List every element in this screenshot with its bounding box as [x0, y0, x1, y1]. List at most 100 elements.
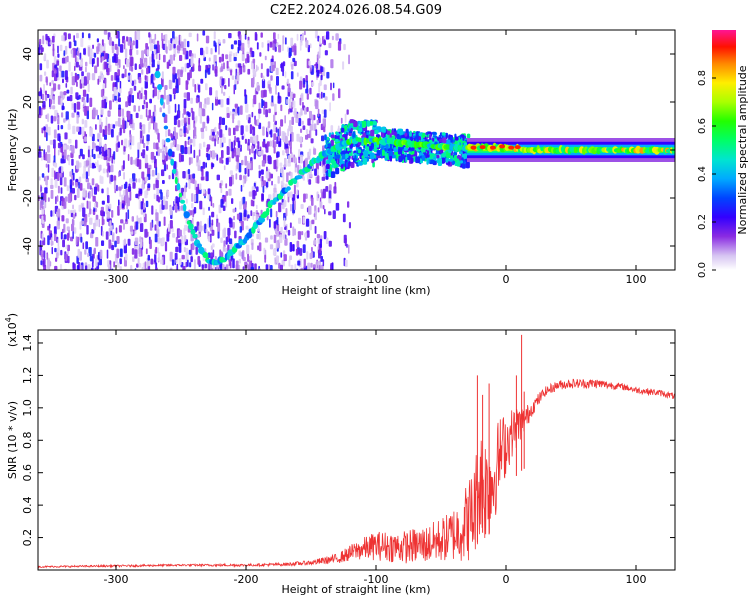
heatmap-cell: [347, 201, 350, 208]
heatmap-cell: [263, 180, 266, 187]
heatmap-cell: [65, 111, 69, 120]
heatmap-cell: [203, 103, 207, 109]
heatmap-cell: [331, 262, 334, 270]
heatmap-cell: [341, 127, 345, 133]
heatmap-cell: [139, 122, 142, 130]
heatmap-cell: [71, 212, 74, 218]
heatmap-cell: [426, 158, 429, 165]
heatmap-cell: [297, 260, 301, 266]
heatmap-cell: [211, 243, 215, 248]
spectrogram-y-axis-label: Frequency (Hz): [6, 109, 19, 192]
heatmap-cell: [250, 51, 252, 58]
heatmap-cell: [163, 163, 167, 172]
heatmap-cell: [264, 237, 269, 243]
heatmap-cell: [264, 101, 268, 109]
heatmap-cell: [121, 139, 124, 146]
heatmap-cell: [122, 222, 125, 230]
heatmap-cell: [388, 150, 393, 156]
heatmap-cell: [158, 221, 161, 227]
heatmap-cell: [391, 154, 396, 159]
heatmap-cell: [108, 58, 111, 67]
heatmap-cell: [39, 63, 43, 71]
heatmap-cell: [314, 168, 317, 176]
heatmap-cell: [76, 255, 79, 264]
frequency-track-point: [159, 97, 164, 106]
heatmap-cell: [290, 37, 294, 47]
heatmap-cell: [301, 120, 304, 125]
heatmap-cell: [290, 172, 293, 178]
heatmap-cell: [320, 255, 323, 262]
heatmap-cell: [86, 93, 89, 103]
frequency-track-point: [174, 176, 178, 185]
heatmap-cell: [130, 265, 133, 270]
snr-series-line: [38, 378, 675, 569]
heatmap-cell: [70, 152, 74, 158]
heatmap-cell: [71, 49, 74, 58]
heatmap-cell: [318, 82, 321, 93]
heatmap-cell: [198, 159, 201, 166]
heatmap-cell: [306, 230, 310, 238]
heatmap-cell: [191, 111, 195, 121]
heatmap-cell: [256, 233, 260, 240]
heatmap-cell: [108, 227, 111, 237]
y-tick-label: 1.2: [21, 367, 34, 385]
heatmap-cell: [268, 194, 272, 201]
heatmap-cell: [211, 219, 214, 226]
heatmap-cell: [155, 166, 158, 176]
heatmap-cell: [237, 63, 242, 68]
heatmap-cell: [328, 132, 332, 137]
heatmap-cell: [184, 234, 187, 242]
heatmap-cell: [282, 231, 286, 240]
heatmap-cell: [309, 87, 312, 95]
heatmap-cell: [307, 118, 311, 126]
heatmap-cell: [144, 190, 148, 199]
heatmap-cell: [67, 250, 70, 255]
heatmap-cell: [61, 70, 65, 78]
heatmap-cell: [252, 135, 257, 145]
heatmap-cell: [237, 46, 240, 54]
heatmap-cell: [208, 206, 210, 211]
heatmap-cell: [223, 165, 226, 171]
heatmap-cell: [311, 114, 314, 124]
heatmap-cell: [421, 155, 426, 161]
heatmap-cell: [68, 61, 71, 72]
heatmap-cell: [100, 106, 104, 115]
heatmap-cell: [330, 158, 335, 164]
heatmap-cell: [192, 178, 196, 184]
heatmap-cell: [133, 105, 136, 112]
heatmap-cell: [113, 180, 117, 190]
heatmap-cell: [282, 70, 284, 77]
heatmap-cell: [345, 153, 349, 158]
heatmap-cell: [275, 127, 278, 133]
heatmap-cell: [58, 167, 62, 174]
heatmap-cell: [135, 269, 139, 270]
heatmap-cell: [362, 158, 368, 165]
heatmap-cell: [348, 54, 350, 65]
heatmap-cell: [275, 210, 278, 218]
heatmap-cell: [119, 258, 122, 265]
heatmap-cell: [256, 42, 259, 50]
heatmap-cell: [328, 190, 332, 200]
heatmap-cell: [212, 264, 216, 270]
heatmap-cell: [285, 143, 289, 149]
heatmap-cell: [236, 147, 241, 158]
heatmap-cell: [148, 123, 150, 133]
heatmap-cell: [161, 38, 164, 49]
heatmap-cell: [123, 183, 127, 190]
heatmap-cell: [123, 146, 126, 152]
heatmap-cell: [106, 249, 109, 259]
heatmap-cell: [239, 174, 242, 181]
heatmap-cell: [47, 145, 51, 153]
heatmap-cell: [126, 36, 128, 42]
heatmap-cell: [60, 158, 64, 164]
heatmap-cell: [97, 184, 100, 192]
heatmap-cell: [111, 41, 115, 46]
heatmap-cell: [306, 218, 310, 227]
heatmap-cell: [85, 265, 88, 270]
heatmap-cell: [281, 85, 285, 90]
heatmap-cell: [68, 41, 72, 49]
heatmap-cell: [134, 31, 137, 41]
heatmap-cell: [133, 159, 136, 165]
heatmap-cell: [278, 135, 280, 142]
heatmap-cell: [72, 214, 75, 219]
